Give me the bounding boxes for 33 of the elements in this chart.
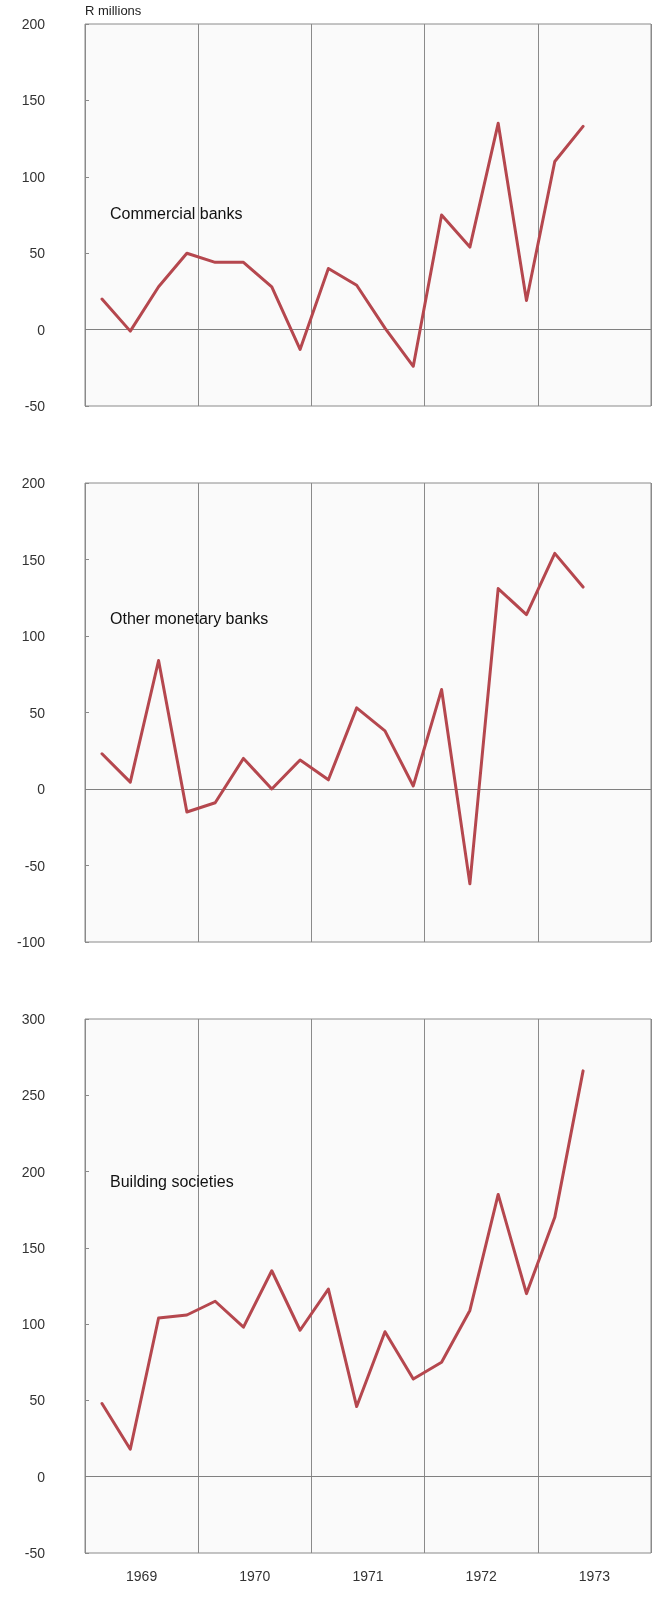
y-tick-label: 50 — [29, 245, 46, 262]
line-series — [100, 1069, 585, 1451]
y-tick-label: 0 — [37, 1468, 46, 1485]
text: Building societies — [110, 1172, 234, 1190]
y-tick-label: 250 — [21, 1087, 46, 1104]
y-axis-title: R millions — [85, 3, 142, 18]
x-tick-label: 1969 — [126, 1568, 158, 1584]
y-tick-label: -100 — [16, 934, 46, 950]
y-tick-label: 100 — [21, 628, 46, 644]
line-series — [100, 551, 585, 886]
x-tick-label: 1970 — [239, 1568, 271, 1584]
y-tick-label: 0 — [37, 781, 46, 797]
x-tick-label: 1972 — [465, 1568, 497, 1584]
text: Other monetary banks — [110, 609, 269, 627]
x-tick-label: 1973 — [578, 1568, 611, 1584]
y-tick-label: 200 — [21, 16, 46, 32]
y-tick-label: 150 — [21, 1239, 46, 1256]
y-tick-label: 0 — [37, 321, 46, 338]
y-tick-label: -50 — [24, 857, 46, 874]
x-tick-label: 1971 — [352, 1568, 384, 1584]
y-tick-label: 200 — [21, 475, 46, 491]
y-tick-label: -50 — [24, 1545, 46, 1561]
y-tick-label: 150 — [21, 551, 46, 568]
text: Commercial banks — [110, 204, 243, 222]
y-tick-label: 300 — [21, 1011, 46, 1027]
y-tick-label: 100 — [21, 1316, 46, 1333]
line-series — [100, 121, 585, 368]
y-tick-label: 100 — [21, 168, 46, 185]
y-tick-label: 50 — [29, 1392, 46, 1409]
y-tick-label: -50 — [24, 398, 46, 414]
y-tick-label: 150 — [21, 92, 46, 109]
y-tick-label: 50 — [29, 704, 46, 721]
y-tick-label: 200 — [21, 1163, 46, 1180]
